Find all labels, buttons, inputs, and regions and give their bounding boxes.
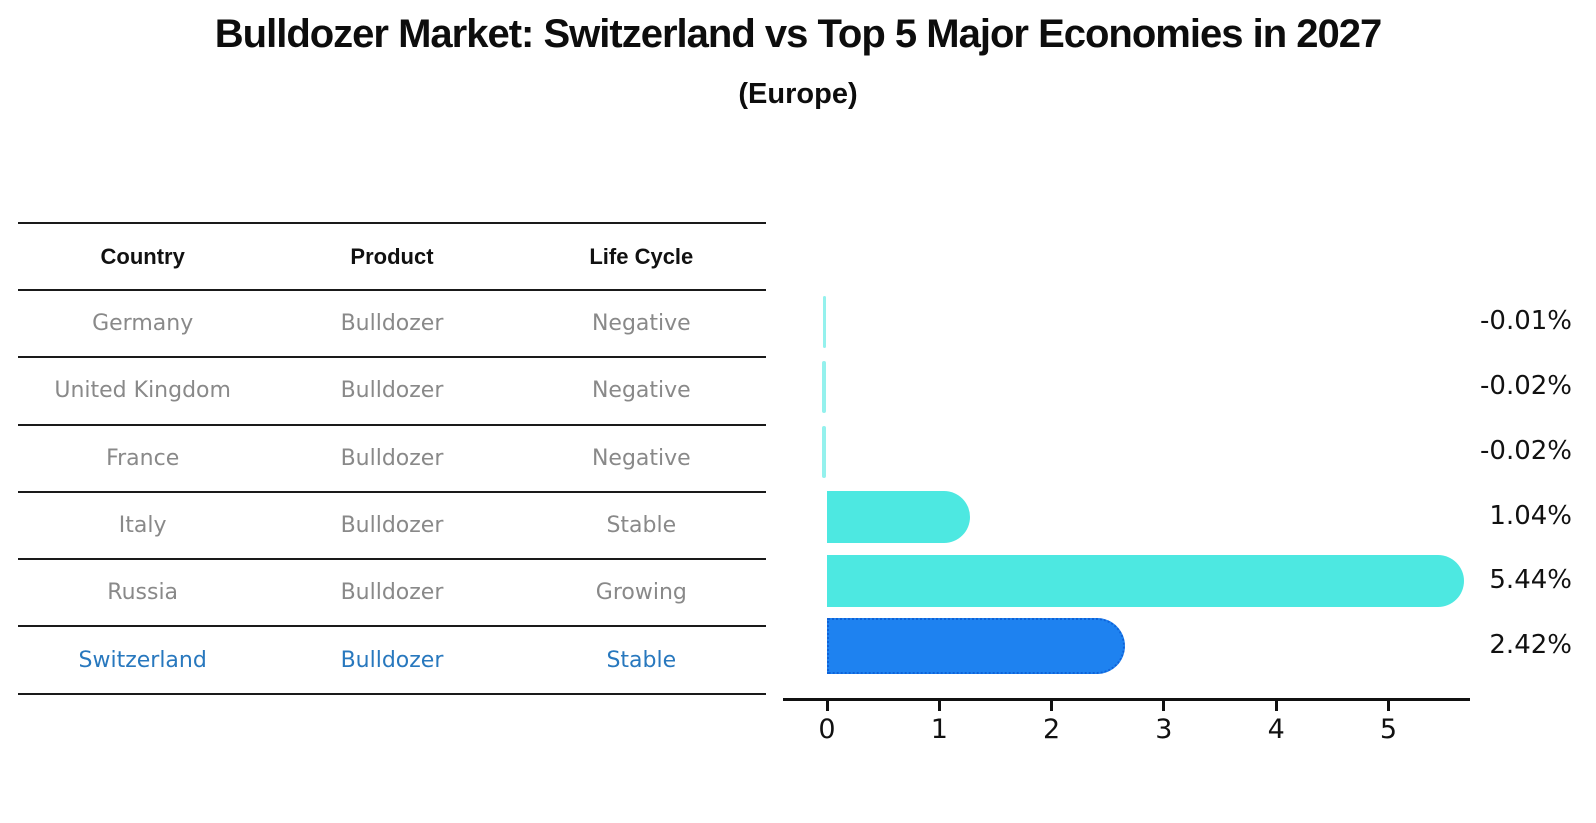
bar-italy	[827, 491, 970, 543]
bar-switzerland	[827, 618, 1125, 674]
table-cell-product: Bulldozer	[340, 513, 444, 539]
table-cell-product: Bulldozer	[340, 311, 444, 337]
table-cell-country: Russia	[107, 580, 179, 606]
x-tick-mark-3	[1162, 701, 1166, 711]
table-cell-country: Germany	[92, 311, 194, 337]
table-cell-life-cycle: Stable	[606, 647, 677, 673]
table-header-country: Country	[100, 243, 185, 269]
bar-united-kingdom	[822, 361, 826, 413]
x-tick-label-3: 3	[1155, 714, 1173, 745]
table-cell-life-cycle: Negative	[591, 445, 691, 471]
bar-germany	[823, 296, 826, 348]
value-label-russia: 5.44%	[1489, 565, 1572, 595]
table-cell-country: United Kingdom	[54, 378, 231, 404]
table-row-germany: Germany Bulldozer Negative	[18, 291, 766, 359]
table-cell-life-cycle: Stable	[606, 513, 677, 539]
value-label-italy: 1.04%	[1489, 501, 1572, 531]
table-cell-product: Bulldozer	[340, 445, 444, 471]
table-cell-country: Italy	[118, 513, 167, 539]
x-axis-line	[783, 698, 1470, 701]
x-tick-label-1: 1	[930, 714, 948, 745]
x-tick-label-5: 5	[1379, 714, 1398, 745]
table-cell-life-cycle: Growing	[595, 580, 687, 606]
table-row-italy: Italy Bulldozer Stable	[18, 493, 766, 561]
table-row-united-kingdom: United Kingdom Bulldozer Negative	[18, 358, 766, 426]
table-cell-product: Bulldozer	[340, 647, 444, 673]
value-label-france: -0.02%	[1480, 436, 1572, 466]
table-cell-product: Bulldozer	[340, 378, 444, 404]
bar-france	[822, 426, 826, 478]
table-header-life-cycle: Life Cycle	[589, 243, 694, 269]
chart-title: Bulldozer Market: Switzerland vs Top 5 M…	[214, 12, 1382, 56]
x-tick-label-0: 0	[818, 714, 836, 745]
table-header-product: Product	[350, 243, 434, 269]
x-tick-label-2: 2	[1043, 714, 1061, 745]
table-row-france: France Bulldozer Negative	[18, 426, 766, 493]
x-tick-label-4: 4	[1267, 714, 1285, 745]
x-tick-mark-0	[825, 701, 829, 711]
x-tick-mark-2	[1050, 701, 1054, 711]
chart-subtitle: (Europe)	[738, 78, 858, 110]
table-cell-life-cycle: Negative	[591, 311, 691, 337]
value-label-switzerland: 2.42%	[1489, 630, 1572, 660]
table-body: Germany Bulldozer Negative United Kingdom Bu…	[18, 291, 766, 695]
x-tick-mark-5	[1387, 701, 1390, 711]
country-info-table: Country Product Life Cycle Germany Bulldo…	[18, 222, 766, 695]
table-row-switzerland: Switzerland Bulldozer Stable	[18, 627, 766, 695]
table-cell-product: Bulldozer	[340, 580, 444, 606]
table-cell-country: France	[106, 445, 180, 471]
x-tick-mark-1	[937, 701, 941, 711]
value-label-united-kingdom: -0.02%	[1480, 371, 1572, 401]
table-row-russia: Russia Bulldozer Growing	[18, 560, 766, 628]
bar-russia	[827, 555, 1464, 607]
value-label-germany: -0.01%	[1480, 306, 1572, 336]
table-cell-country: Switzerland	[78, 647, 207, 673]
x-tick-mark-4	[1274, 701, 1278, 711]
table-header-row: Country Product Life Cycle	[18, 224, 766, 291]
table-cell-life-cycle: Negative	[591, 378, 691, 404]
